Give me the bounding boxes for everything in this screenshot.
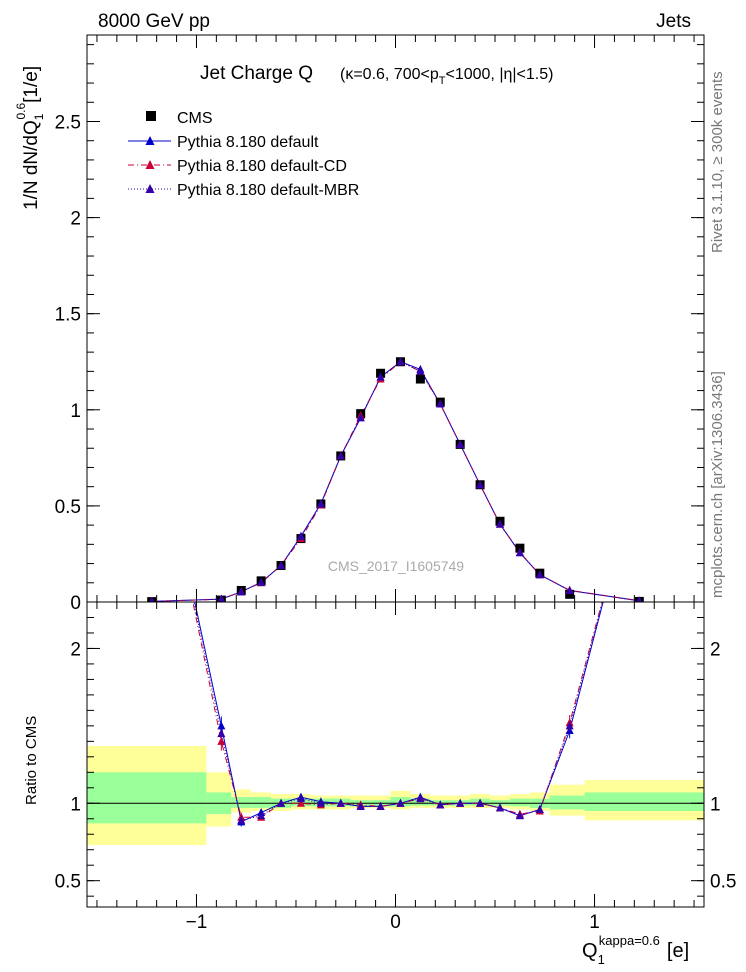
ratio-point-pythia-8-180-default-mbr	[356, 801, 365, 810]
legend: CMS Pythia 8.180 default Pythia 8.180 de…	[128, 110, 359, 199]
legend-label-mbr: Pythia 8.180 default-MBR	[177, 182, 359, 199]
data-point-pythia-8-180-default-mbr	[515, 548, 524, 557]
data-point-pythia-8-180-default-mbr	[396, 357, 405, 366]
data-point-pythia-8-180-default-mbr	[456, 439, 465, 448]
ratio-panel: 0.5 0.5 1 1 2 2 −1 0 1 Ratio to CMS Q1kappa=0.6[…	[23, 601, 736, 967]
data-point-pythia-8-180-default-mbr	[277, 560, 286, 569]
legend-marker-cms	[146, 111, 156, 121]
ratio-point-pythia-8-180-default-mbr	[535, 804, 544, 813]
legend-marker-default	[145, 136, 155, 145]
ratio-series-clipped	[192, 602, 604, 827]
header-right: Jets	[656, 11, 691, 32]
x-tick-label: 0	[390, 912, 401, 933]
ratio-point-pythia-8-180-default-mbr	[476, 798, 485, 807]
main-y-axis-label: 1/N dN/dQ10.6[1/e]	[14, 66, 46, 210]
main-y-tick-label: 1	[70, 401, 81, 422]
data-point-pythia-8-180-default-mbr	[565, 585, 574, 594]
ratio-band-inner	[231, 797, 252, 808]
data-point-pythia-8-180-default-mbr	[416, 366, 425, 375]
data-point-pythia-8-180-default-mbr	[316, 499, 325, 508]
data-point-pythia-8-180-default-mbr	[376, 372, 385, 381]
ratio-point-pythia-8-180-default-mbr	[257, 811, 266, 820]
ratio-point-pythia-8-180-default-cd	[217, 736, 226, 745]
ratio-point-pythia-8-180-default-mbr	[296, 794, 305, 803]
ratio-series	[192, 602, 604, 827]
data-point-pythia-8-180-default-mbr	[476, 480, 485, 489]
mcplots-label: mcplots.cern.ch [arXiv:1306.3436]	[709, 371, 726, 598]
ratio-point-pythia-8-180-default-mbr	[316, 798, 325, 807]
ratio-line-pythia-8-180-default-mbr	[193, 602, 603, 821]
ratio-band-inner	[251, 797, 272, 808]
ratio-y-tick-label-right: 0.5	[710, 872, 736, 893]
main-y-tick-label: 2	[70, 209, 81, 230]
ratio-y-tick-label-right: 2	[710, 639, 721, 660]
legend-label-default: Pythia 8.180 default	[177, 134, 319, 151]
ratio-uncertainty-bands	[87, 745, 704, 846]
main-y-tick-label: 1.5	[55, 305, 81, 326]
header-left: 8000 GeV pp	[98, 11, 210, 32]
ratio-point-pythia-8-180-default-mbr	[416, 794, 425, 803]
ratio-y-tick-label: 1	[70, 794, 81, 815]
ratio-point-pythia-8-180-default	[217, 721, 226, 730]
ratio-band-inner	[87, 772, 207, 824]
ratio-y-axis-label: Ratio to CMS	[23, 716, 40, 805]
ratio-point-pythia-8-180-default-mbr	[456, 798, 465, 807]
ratio-band-inner	[509, 798, 530, 807]
x-axis-label: Q1kappa=0.6 [e]	[582, 933, 689, 967]
ratio-y-tick-label: 2	[70, 639, 81, 660]
ratio-point-pythia-8-180-default-mbr	[277, 798, 286, 807]
ratio-y-tick-label-right: 1	[710, 794, 721, 815]
ratio-band-inner	[584, 792, 704, 812]
data-point-pythia-8-180-default-mbr	[217, 594, 226, 603]
x-tick-label: −1	[186, 912, 208, 933]
data-point-pythia-8-180-default-mbr	[237, 587, 246, 596]
legend-label-cms: CMS	[177, 110, 213, 127]
ratio-line-pythia-8-180-default	[194, 602, 604, 823]
ratio-point-pythia-8-180-default-cd	[296, 798, 305, 807]
main-y-tick-label: 2.5	[55, 112, 81, 133]
ratio-point-pythia-8-180-default-mbr	[495, 803, 504, 812]
ratio-point-pythia-8-180-default-mbr	[515, 811, 524, 820]
ratio-point-pythia-8-180-default-mbr	[396, 798, 405, 807]
ratio-point-pythia-8-180-default-mbr	[237, 815, 246, 824]
x-tick-label: 1	[589, 912, 600, 933]
ratio-band-inner	[549, 795, 585, 810]
ratio-y-tick-label: 0.5	[55, 872, 81, 893]
ratio-ticks: 0.5 0.5 1 1 2 2 −1 0 1	[55, 602, 736, 933]
data-point-pythia-8-180-default-mbr	[535, 570, 544, 579]
legend-marker-mbr	[145, 184, 155, 193]
data-point-pythia-8-180-default-mbr	[257, 577, 266, 586]
main-plot-frame	[86, 34, 705, 603]
main-x-ticks	[96, 35, 695, 602]
legend-label-cd: Pythia 8.180 default-CD	[177, 158, 347, 175]
data-point-pythia-8-180-default-mbr	[436, 399, 445, 408]
ratio-point-pythia-8-180-default-mbr	[336, 798, 345, 807]
ratio-point-pythia-8-180-default-mbr	[436, 800, 445, 809]
main-series	[147, 357, 644, 607]
data-point-pythia-8-180-default-mbr	[336, 451, 345, 460]
watermark: CMS_2017_I1605749	[328, 558, 464, 574]
data-point-pythia-8-180-default-mbr	[296, 532, 305, 541]
plot-title: Jet Charge Q	[200, 63, 313, 84]
data-point-cms	[415, 374, 425, 384]
ratio-point-pythia-8-180-default-mbr	[565, 721, 574, 730]
ratio-point-pythia-8-180-default-mbr	[217, 729, 226, 738]
legend-marker-cd	[145, 160, 155, 169]
main-panel: 0 0.5 1 1.5 2 2.5 CMS_2017_I1605749 Jet Charg…	[14, 34, 705, 614]
ratio-point-pythia-8-180-default-mbr	[376, 801, 385, 810]
data-point-pythia-8-180-default-mbr	[495, 519, 504, 528]
data-point-pythia-8-180-default-mbr	[356, 412, 365, 421]
main-y-tick-label: 0	[70, 593, 81, 614]
rivet-label: Rivet 3.1.10, ≥ 300k events	[709, 71, 726, 253]
plot-subtitle: (κ=0.6, 700<pT<1000, |η|<1.5)	[340, 66, 553, 87]
data-point-cms	[565, 589, 575, 599]
main-y-tick-label: 0.5	[55, 497, 81, 518]
